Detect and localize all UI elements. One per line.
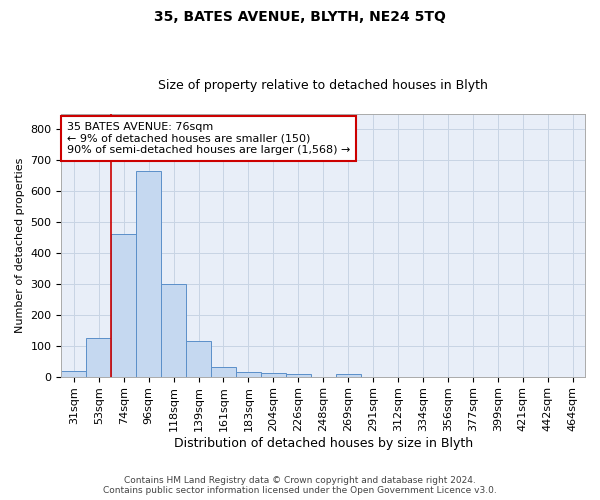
Text: 35, BATES AVENUE, BLYTH, NE24 5TQ: 35, BATES AVENUE, BLYTH, NE24 5TQ — [154, 10, 446, 24]
X-axis label: Distribution of detached houses by size in Blyth: Distribution of detached houses by size … — [173, 437, 473, 450]
Bar — [286, 374, 311, 376]
Bar — [136, 171, 161, 376]
Bar — [261, 372, 286, 376]
Bar — [186, 341, 211, 376]
Bar — [161, 284, 186, 376]
Bar — [86, 338, 111, 376]
Bar — [61, 371, 86, 376]
Bar — [335, 374, 361, 376]
Text: 35 BATES AVENUE: 76sqm
← 9% of detached houses are smaller (150)
90% of semi-det: 35 BATES AVENUE: 76sqm ← 9% of detached … — [67, 122, 350, 155]
Y-axis label: Number of detached properties: Number of detached properties — [15, 158, 25, 333]
Title: Size of property relative to detached houses in Blyth: Size of property relative to detached ho… — [158, 79, 488, 92]
Text: Contains HM Land Registry data © Crown copyright and database right 2024.
Contai: Contains HM Land Registry data © Crown c… — [103, 476, 497, 495]
Bar — [236, 372, 261, 376]
Bar — [211, 366, 236, 376]
Bar — [111, 234, 136, 376]
